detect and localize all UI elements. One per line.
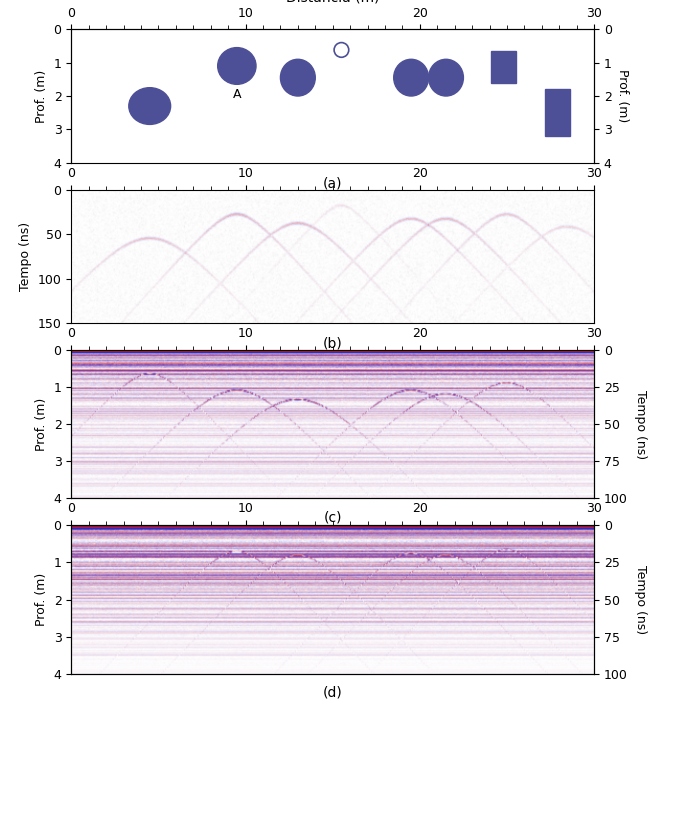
X-axis label: Distância (m): Distância (m) [286,0,380,5]
Bar [492,51,516,83]
Ellipse shape [218,48,256,84]
Y-axis label: Prof. (m): Prof. (m) [616,69,629,123]
Y-axis label: Tempo (ns): Tempo (ns) [634,565,647,634]
Y-axis label: Prof. (m): Prof. (m) [35,69,48,123]
Y-axis label: Tempo (ns): Tempo (ns) [19,222,32,291]
Text: (a): (a) [323,176,342,190]
Ellipse shape [280,59,315,96]
Y-axis label: Prof. (m): Prof. (m) [35,397,48,451]
Ellipse shape [428,59,463,96]
Ellipse shape [129,88,170,124]
Bar [545,89,570,136]
Y-axis label: Prof. (m): Prof. (m) [35,573,48,626]
Y-axis label: Tempo (ns): Tempo (ns) [634,390,647,458]
Ellipse shape [394,59,428,96]
Text: A: A [233,89,241,101]
Text: (b): (b) [323,337,343,351]
Text: (d): (d) [323,686,343,700]
Text: (c): (c) [323,510,342,524]
